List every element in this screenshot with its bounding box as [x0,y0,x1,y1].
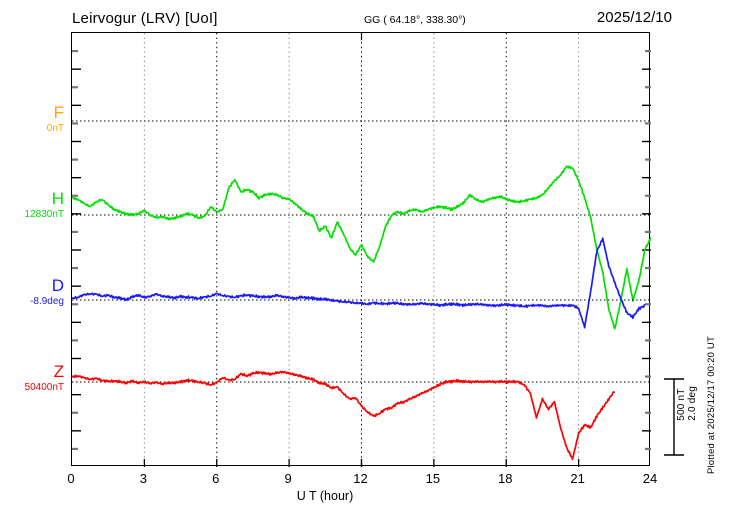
x-tick-label-3: 3 [139,471,147,486]
x-tick-label-6: 6 [212,471,220,486]
component-label-h: H 12830nT [4,190,64,221]
observation-date: 2025/12/10 [596,9,672,26]
geo-text: GG ( 64.18°, 338.30°) [364,14,466,26]
x-axis-title-wrap: U T (hour) [0,489,650,503]
scale-bar-icon [664,378,684,456]
x-tick-label-18: 18 [498,471,513,486]
x-tick-label-15: 15 [425,471,441,486]
x-axis-title: U T (hour) [296,489,354,503]
plot-area [72,33,651,467]
geographic-coordinates: GG ( 64.18°, 338.30°) [364,14,466,26]
magnetogram-svg [72,33,651,467]
component-symbol-z: Z [53,362,64,381]
plot-frame [71,32,651,467]
x-tick-label-0: 0 [67,471,75,486]
component-label-z: Z 50400nT [4,363,64,394]
x-tick-label-12: 12 [353,471,368,486]
component-symbol-h: H [51,189,64,208]
component-baseline-d: -8.9deg [30,296,64,307]
component-baseline-f: 0nT [46,123,64,134]
x-tick-label-9: 9 [284,471,292,486]
component-baseline-z: 50400nT [24,382,64,393]
component-symbol-f: F [53,103,64,122]
component-label-f: F 0nT [4,104,64,135]
scale-bar-label: 500 nT 2.0 deg [676,386,698,421]
component-label-d: D -8.9deg [4,277,64,308]
x-tick-label-21: 21 [570,471,585,486]
x-tick-label-24: 24 [642,471,658,486]
component-baseline-h: 12830nT [24,209,64,220]
component-symbol-d: D [51,276,64,295]
station-title: Leirvogur (LRV) [UoI] [72,10,218,27]
plot-timestamp: Plotted at 2025/12/17 00:20 UT [706,336,717,475]
